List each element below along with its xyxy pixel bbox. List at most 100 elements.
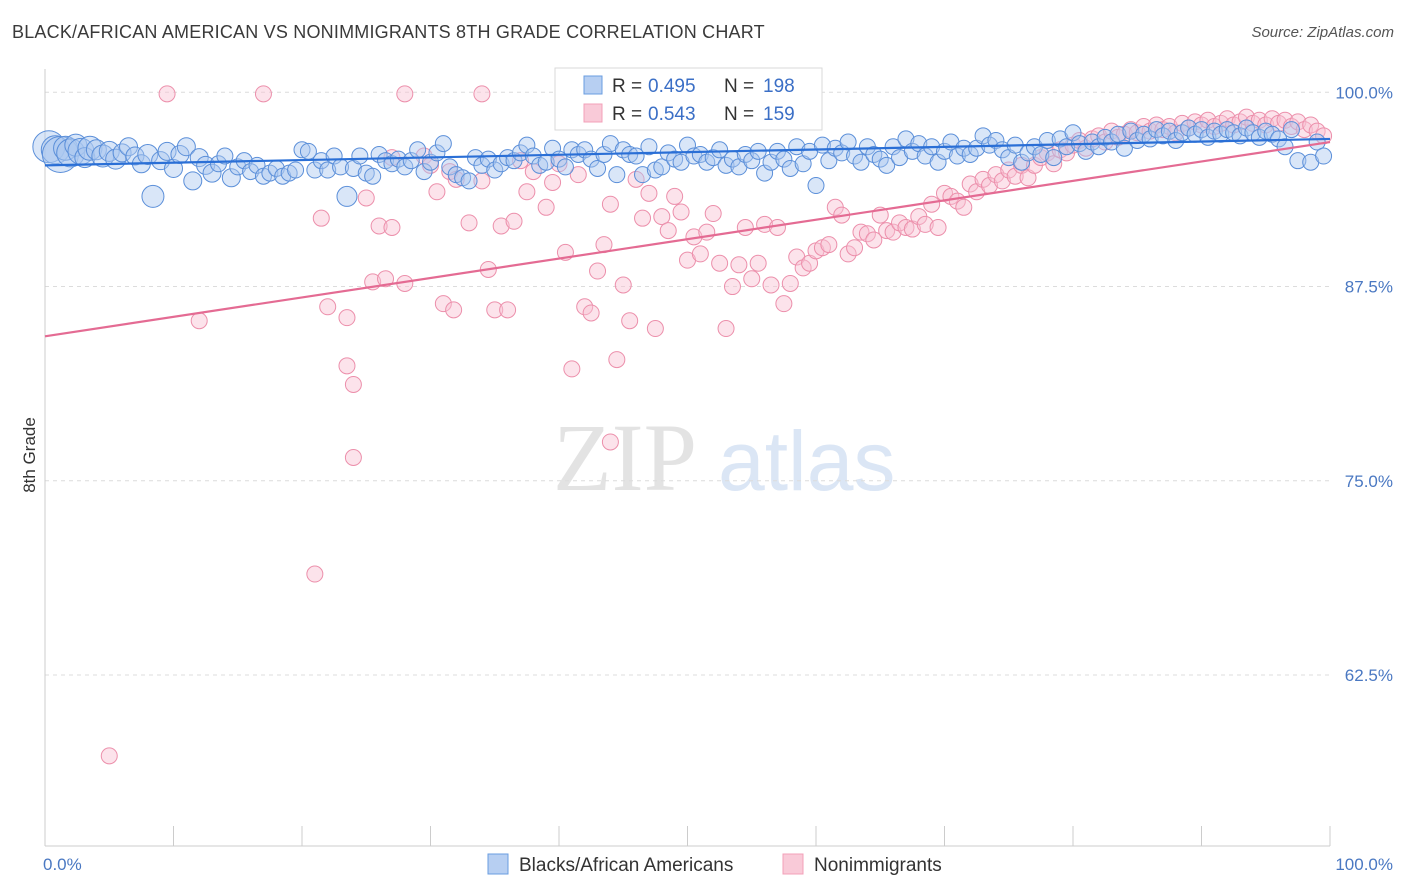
nonimmigrants-point: [634, 209, 652, 227]
x-tick-label-max: 100.0%: [1335, 855, 1393, 874]
blacks-points: [32, 119, 1333, 208]
nonimmigrants-point: [640, 184, 658, 202]
trend-lines: [44, 137, 1331, 338]
blacks-point: [1276, 138, 1294, 156]
blacks-point: [1315, 147, 1333, 165]
legend-n-label-pink: N =: [724, 104, 754, 125]
series-legend-label-blue: Blacks/African Americans: [519, 855, 733, 876]
y-tick-label: 75.0%: [1345, 472, 1393, 491]
blacks-point: [1148, 121, 1166, 139]
watermark-atlas: atlas: [718, 414, 895, 508]
blacks-trend-line: [44, 137, 1331, 167]
nonimmigrants-points: [100, 85, 1333, 765]
blacks-point: [216, 147, 234, 165]
nonimmigrants-point: [723, 278, 741, 296]
blacks-point: [852, 153, 870, 171]
blacks-point: [871, 150, 889, 168]
nonimmigrants-point: [312, 209, 330, 227]
nonimmigrants-point: [338, 357, 356, 375]
nonimmigrants-point: [717, 320, 735, 338]
legend-swatch-pink: [583, 103, 603, 123]
nonimmigrants-point: [473, 85, 491, 103]
nonimmigrants-point: [1045, 155, 1063, 173]
nonimmigrants-point: [434, 295, 452, 313]
blacks-point: [756, 164, 774, 182]
nonimmigrants-point: [582, 304, 600, 322]
blacks-point: [974, 127, 992, 145]
blacks-point: [141, 184, 165, 208]
nonimmigrants-point: [601, 433, 619, 451]
blacks-point: [176, 137, 196, 157]
nonimmigrants-point: [1000, 161, 1018, 179]
y-tick-label: 87.5%: [1345, 278, 1393, 297]
nonimmigrants-point: [428, 183, 446, 201]
nonimmigrants-point: [762, 276, 780, 294]
y-tick-labels: 100.0% 87.5% 75.0% 62.5%: [1335, 83, 1393, 685]
nonimmigrants-point: [499, 301, 517, 319]
y-tick-label: 62.5%: [1345, 666, 1393, 685]
nonimmigrants-point: [518, 183, 536, 201]
nonimmigrants-point: [1199, 111, 1217, 129]
nonimmigrants-point: [621, 312, 639, 330]
blacks-point: [196, 155, 216, 175]
blacks-point: [653, 158, 671, 176]
blacks-point: [955, 139, 973, 157]
nonimmigrants-point: [306, 565, 324, 583]
blacks-point: [1045, 149, 1063, 167]
blacks-point: [518, 136, 536, 154]
blacks-point: [711, 141, 729, 159]
nonimmigrants-point: [158, 85, 176, 103]
series-legend-label-pink: Nonimmigrants: [814, 855, 942, 876]
nonimmigrants-point: [916, 215, 934, 233]
nonimmigrants-point: [563, 360, 581, 378]
nonimmigrants-point: [839, 245, 857, 263]
nonimmigrants-point: [955, 198, 973, 216]
nonimmigrants-point: [486, 301, 504, 319]
blacks-point: [351, 147, 369, 165]
nonimmigrants-point: [589, 262, 607, 280]
series-legend: Blacks/African Americans Nonimmigrants: [487, 853, 942, 876]
blacks-point: [415, 163, 433, 181]
blacks-point: [1289, 152, 1307, 170]
nonimmigrants-point: [653, 208, 671, 226]
blacks-point: [608, 166, 626, 184]
blacks-point: [556, 158, 574, 176]
blacks-point: [40, 135, 70, 165]
nonimmigrants-point: [743, 270, 761, 288]
blacks-point: [319, 161, 337, 179]
axes: [44, 69, 1331, 847]
blacks-point: [781, 159, 799, 177]
blacks-point: [640, 138, 658, 156]
blacks-point: [1032, 145, 1050, 163]
blacks-point: [1013, 153, 1031, 171]
nonimmigrants-point: [569, 166, 587, 184]
nonimmigrants-point: [608, 351, 626, 369]
correlation-legend: R = 0.495 N = 198 R = 0.543 N = 159: [554, 67, 823, 131]
nonimmigrants-point: [775, 295, 793, 313]
blacks-point: [409, 141, 427, 159]
blacks-point: [364, 167, 382, 185]
nonimmigrants-point: [190, 312, 208, 330]
nonimmigrants-point: [781, 274, 799, 292]
nonimmigrants-point: [383, 219, 401, 237]
blacks-point: [807, 177, 825, 195]
nonimmigrants-point: [691, 245, 709, 263]
blacks-point: [878, 156, 896, 174]
nonimmigrants-point: [704, 205, 722, 223]
legend-r-label-pink: R =: [612, 104, 642, 125]
x-tick-labels: 0.0% 100.0%: [43, 855, 1393, 874]
blacks-point: [544, 139, 562, 157]
nonimmigrants-point: [460, 214, 478, 232]
nonimmigrants-point: [492, 217, 510, 235]
blacks-point: [306, 161, 324, 179]
nonimmigrants-point: [749, 254, 767, 272]
nonimmigrants-point: [736, 219, 754, 237]
nonimmigrants-point: [1302, 116, 1320, 134]
nonimmigrants-point: [576, 298, 594, 316]
nonimmigrants-point: [929, 219, 947, 237]
nonimmigrants-point: [646, 320, 664, 338]
blacks-point: [1128, 131, 1146, 149]
blacks-point: [157, 141, 177, 161]
y-tick-label: 100.0%: [1335, 83, 1393, 102]
